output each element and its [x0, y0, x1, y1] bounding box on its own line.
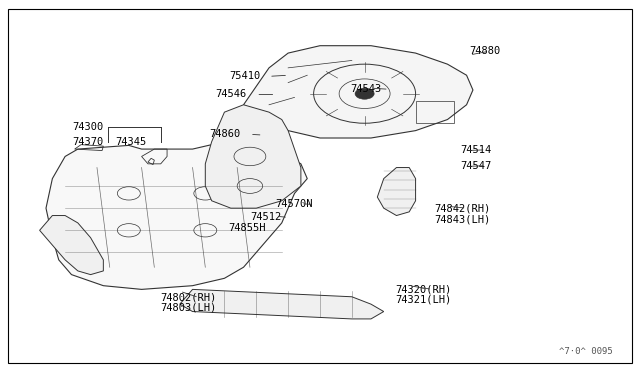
Text: ^7·0^ 0095: ^7·0^ 0095: [559, 347, 613, 356]
Text: 74320(RH): 74320(RH): [395, 284, 451, 294]
Polygon shape: [378, 167, 415, 215]
Text: 74570N: 74570N: [275, 199, 313, 209]
Text: 74842(RH): 74842(RH): [435, 203, 491, 213]
Text: 74514: 74514: [460, 145, 492, 155]
Text: 74860: 74860: [209, 129, 241, 139]
Text: 74321(LH): 74321(LH): [395, 295, 451, 305]
Polygon shape: [180, 289, 384, 319]
Text: 74543: 74543: [351, 84, 382, 94]
Text: 75410: 75410: [230, 71, 260, 81]
Polygon shape: [205, 105, 301, 208]
Text: 74546: 74546: [216, 89, 247, 99]
Text: 74880: 74880: [470, 46, 501, 56]
Polygon shape: [244, 46, 473, 138]
Text: 74802(RH): 74802(RH): [161, 292, 217, 302]
Text: 74803(LH): 74803(LH): [161, 303, 217, 313]
Text: 74300: 74300: [73, 122, 104, 132]
Polygon shape: [46, 142, 307, 289]
Text: 74843(LH): 74843(LH): [435, 214, 491, 224]
Text: 74855H: 74855H: [228, 224, 266, 234]
Text: 74345: 74345: [115, 137, 146, 147]
Polygon shape: [40, 215, 103, 275]
Text: 74512: 74512: [250, 212, 281, 222]
Text: 74370: 74370: [73, 137, 104, 147]
Bar: [415, 101, 454, 123]
Text: 74547: 74547: [460, 161, 492, 171]
Circle shape: [355, 88, 374, 99]
